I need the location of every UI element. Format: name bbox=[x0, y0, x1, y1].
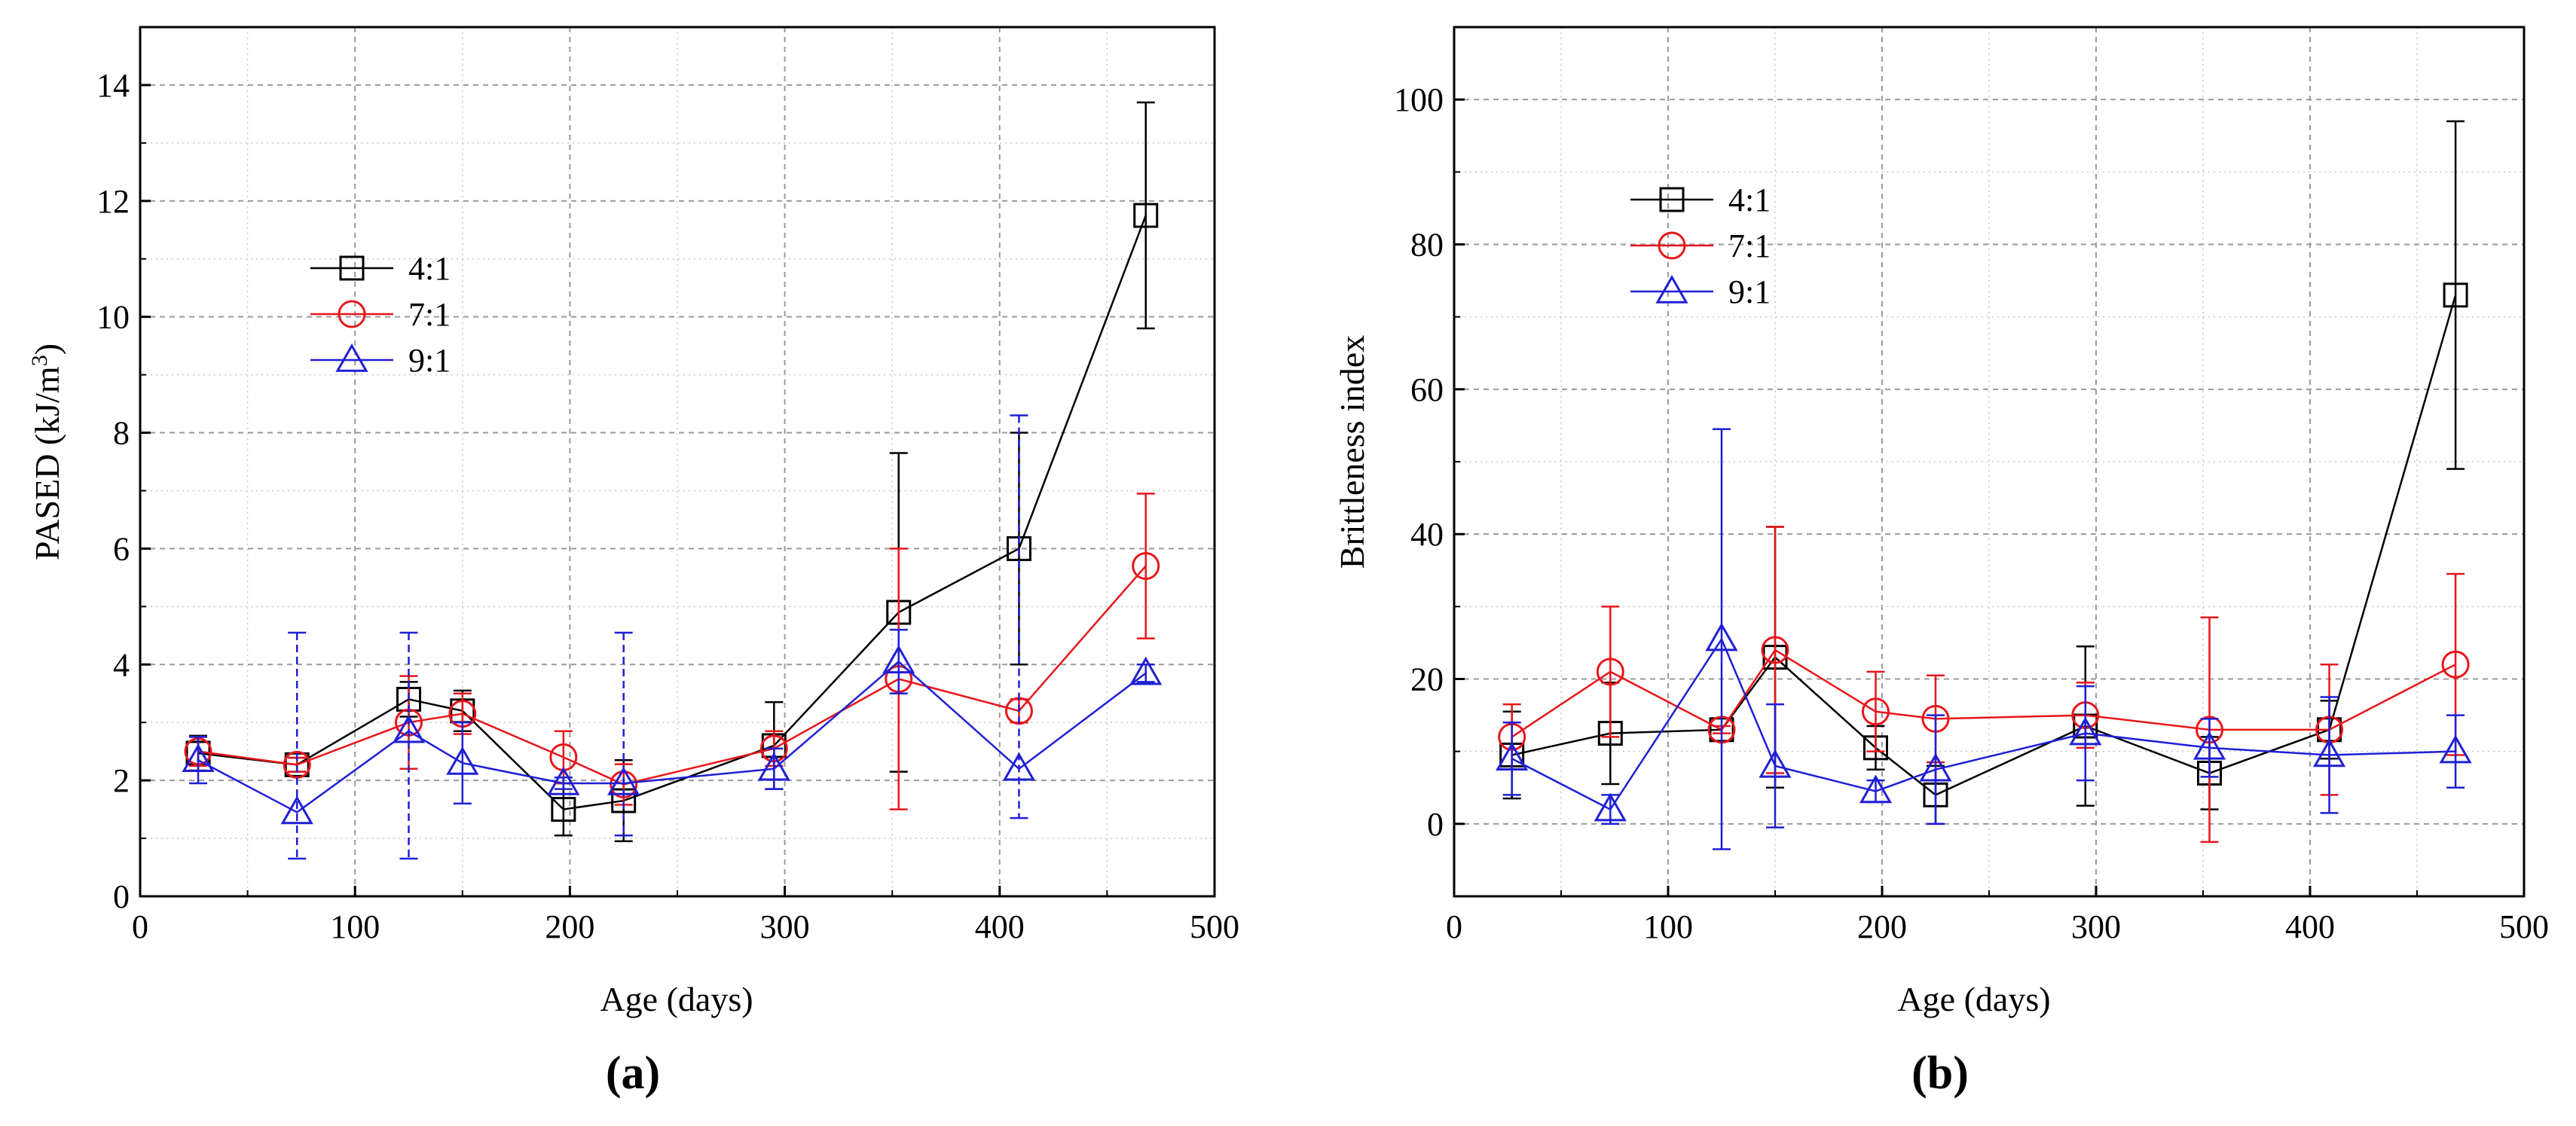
grid-b bbox=[1454, 27, 2524, 896]
data-point-7-1 bbox=[1861, 697, 1890, 726]
data-point-9-1 bbox=[2069, 716, 2102, 746]
data-point-9-1 bbox=[1919, 752, 1952, 782]
y-tick-label: 2 bbox=[113, 762, 130, 799]
panel-label-a: (a) bbox=[606, 1048, 660, 1099]
data-point-9-1 bbox=[1594, 792, 1627, 822]
grid-a bbox=[140, 27, 1215, 896]
data-point-7-1 bbox=[1132, 551, 1160, 580]
series-b bbox=[1496, 120, 2472, 850]
panel-label-b: (b) bbox=[1911, 1048, 1969, 1099]
legend-marker-7-1 bbox=[338, 300, 366, 328]
y-tick-label: 4 bbox=[113, 646, 130, 683]
data-point-9-1 bbox=[2193, 731, 2226, 760]
y-tick-label: 40 bbox=[1410, 516, 1444, 553]
data-point-7-1 bbox=[1761, 636, 1789, 664]
x-tick-label: 500 bbox=[2499, 908, 2549, 945]
y-tick-label: 80 bbox=[1410, 227, 1444, 264]
x-tick-label: 300 bbox=[760, 908, 810, 945]
series-line-9-1 bbox=[1511, 636, 2456, 811]
y-tick-label: 6 bbox=[113, 530, 130, 567]
y-ticks-a: 0 2 4 6 8 10 12 14 bbox=[96, 67, 151, 915]
x-axis-label-b: Age (days) bbox=[1897, 980, 2050, 1018]
series-line-7-1 bbox=[197, 565, 1147, 786]
data-point-9-1 bbox=[1496, 742, 1529, 771]
y-tick-label: 20 bbox=[1410, 661, 1444, 698]
data-point-9-1 bbox=[2439, 734, 2472, 764]
series-9-1 bbox=[182, 414, 1163, 860]
x-tick-label: 200 bbox=[1857, 908, 1907, 945]
legend-label-9-1: 9:1 bbox=[408, 342, 451, 379]
x-tick-label: 500 bbox=[1190, 908, 1239, 945]
y-axis-label-b: Brittleness index bbox=[1333, 335, 1371, 569]
y-axis-label-a: PASED (kJ/m3) bbox=[27, 343, 66, 560]
data-point-9-1 bbox=[882, 645, 915, 674]
data-point-7-1 bbox=[2441, 650, 2470, 679]
x-tick-label: 0 bbox=[1446, 908, 1462, 945]
chart-panel-a: 0 100 200 300 400 500 0 2 4 6 8 10 12 14 4:1 7:1 9:1 A… bbox=[27, 26, 1239, 1099]
data-point-9-1 bbox=[1759, 749, 1792, 778]
data-point-9-1 bbox=[547, 766, 580, 795]
data-point-7-1 bbox=[1596, 658, 1624, 686]
data-point-9-1 bbox=[757, 752, 790, 781]
data-point-9-1 bbox=[607, 766, 640, 795]
x-tick-label: 300 bbox=[2071, 908, 2121, 945]
data-point-9-1 bbox=[1129, 656, 1163, 685]
y-axis-label-a-sup: 3 bbox=[27, 355, 52, 366]
series-7-1 bbox=[184, 493, 1160, 810]
legend-label-7-1: 7:1 bbox=[408, 296, 451, 333]
series-line-9-1 bbox=[197, 660, 1147, 813]
data-point-9-1 bbox=[2312, 738, 2346, 767]
data-point-9-1 bbox=[182, 743, 215, 772]
plot-frame-a bbox=[139, 26, 1216, 898]
x-tick-label: 0 bbox=[132, 908, 148, 945]
legend-label-4-1: 4:1 bbox=[408, 250, 451, 287]
data-point-4-1 bbox=[1133, 203, 1159, 228]
x-tick-label: 200 bbox=[545, 908, 594, 945]
legend-label-9-1: 9:1 bbox=[1728, 273, 1771, 310]
series-line-4-1 bbox=[197, 215, 1147, 810]
y-tick-label: 0 bbox=[113, 878, 130, 915]
y-tick-label: 0 bbox=[1427, 806, 1444, 843]
x-ticks-a: 0 100 200 300 400 500 bbox=[132, 886, 1239, 945]
x-tick-label: 100 bbox=[330, 908, 380, 945]
data-point-4-1 bbox=[551, 797, 576, 822]
plot-frame-b bbox=[1453, 26, 2526, 898]
y-ticks-b: 0 20 40 60 80 100 bbox=[1394, 81, 1465, 843]
x-tick-label: 400 bbox=[2285, 908, 2335, 945]
series-line-7-1 bbox=[1511, 648, 2456, 738]
series-a bbox=[182, 101, 1163, 860]
legend-marker-7-1 bbox=[1658, 231, 1686, 260]
y-axis-label-a-close: ) bbox=[28, 343, 66, 355]
x-tick-label: 100 bbox=[1643, 908, 1693, 945]
legend-a: 4:1 7:1 9:1 bbox=[310, 250, 451, 379]
legend-label-4-1: 4:1 bbox=[1728, 182, 1771, 218]
series-9-1 bbox=[1496, 428, 2472, 850]
y-tick-label: 12 bbox=[96, 183, 130, 220]
legend-marker-4-1 bbox=[339, 255, 365, 281]
y-tick-label: 60 bbox=[1410, 371, 1444, 408]
legend-marker-9-1 bbox=[335, 343, 368, 372]
data-point-9-1 bbox=[280, 795, 313, 825]
data-point-9-1 bbox=[392, 714, 426, 743]
legend-b: 4:1 7:1 9:1 bbox=[1630, 182, 1771, 310]
data-point-9-1 bbox=[1705, 622, 1738, 651]
x-axis-label-a: Age (days) bbox=[600, 980, 753, 1018]
data-point-9-1 bbox=[446, 746, 479, 775]
y-axis-label-a-main: PASED (kJ/m bbox=[28, 366, 66, 560]
data-point-4-1 bbox=[2443, 282, 2468, 308]
y-tick-label: 8 bbox=[113, 415, 130, 452]
y-tick-label: 14 bbox=[96, 67, 130, 104]
legend-marker-4-1 bbox=[1659, 187, 1685, 212]
legend-label-7-1: 7:1 bbox=[1728, 227, 1771, 264]
y-tick-label: 100 bbox=[1394, 81, 1444, 118]
legend-marker-9-1 bbox=[1655, 274, 1688, 304]
x-tick-label: 400 bbox=[975, 908, 1025, 945]
data-point-9-1 bbox=[1859, 774, 1893, 804]
data-point-9-1 bbox=[1002, 752, 1036, 781]
y-tick-label: 10 bbox=[96, 299, 130, 336]
